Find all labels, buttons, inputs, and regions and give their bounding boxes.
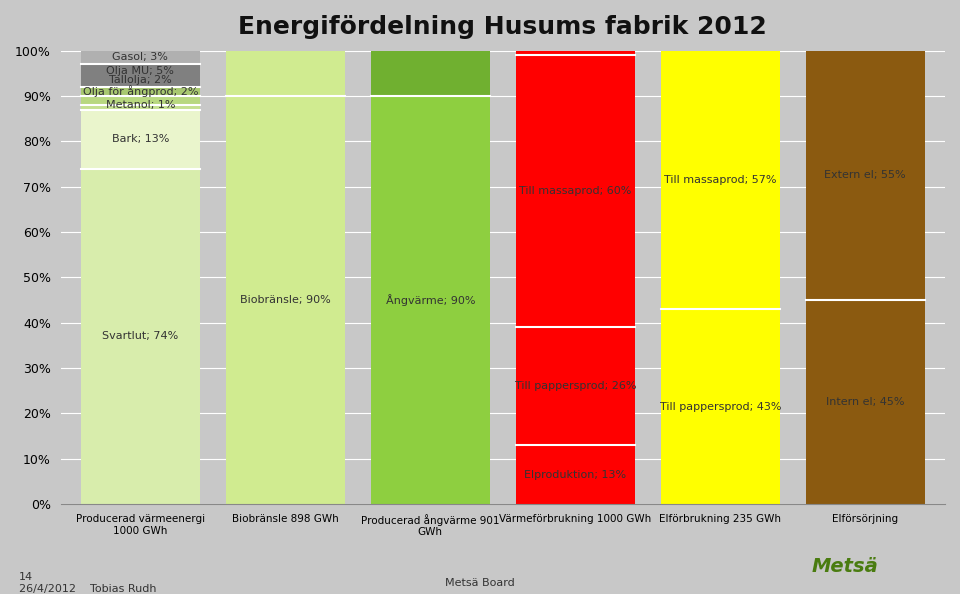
- Bar: [81, 64, 200, 87]
- Text: Ångvärme; 90%: Ångvärme; 90%: [386, 294, 475, 306]
- Title: Energifördelning Husums fabrik 2012: Energifördelning Husums fabrik 2012: [238, 15, 767, 39]
- Text: Metanol; 1%: Metanol; 1%: [106, 100, 175, 110]
- Text: Biobränsle; 90%: Biobränsle; 90%: [240, 295, 330, 305]
- Text: Olja för ångprod; 2%: Olja för ångprod; 2%: [83, 86, 198, 97]
- Bar: [81, 87, 200, 96]
- Text: Elproduktion; 13%: Elproduktion; 13%: [524, 470, 626, 480]
- Text: Metsä: Metsä: [811, 557, 878, 576]
- Text: Intern el; 45%: Intern el; 45%: [826, 397, 904, 407]
- Bar: [226, 50, 345, 96]
- Text: Extern el; 55%: Extern el; 55%: [825, 170, 906, 181]
- Text: Olja MU; 5%: Olja MU; 5%: [107, 66, 175, 76]
- Text: Till massaprod; 57%: Till massaprod; 57%: [664, 175, 777, 185]
- Text: Tallolja; 2%: Tallolja; 2%: [109, 75, 172, 85]
- Text: 26/4/2012    Tobias Rudh: 26/4/2012 Tobias Rudh: [19, 584, 156, 594]
- Text: Till pappersprod; 26%: Till pappersprod; 26%: [515, 381, 636, 391]
- Bar: [516, 327, 635, 446]
- Bar: [81, 110, 200, 169]
- Text: Svartlut; 74%: Svartlut; 74%: [102, 331, 179, 342]
- Bar: [516, 446, 635, 504]
- Bar: [805, 50, 924, 300]
- Bar: [81, 105, 200, 110]
- Text: Metsä Board: Metsä Board: [445, 578, 515, 588]
- Bar: [226, 96, 345, 504]
- Bar: [81, 50, 200, 64]
- Text: Gasol; 3%: Gasol; 3%: [112, 52, 168, 62]
- Bar: [81, 96, 200, 105]
- Bar: [516, 50, 635, 55]
- Bar: [660, 50, 780, 309]
- Bar: [371, 96, 490, 504]
- Text: Till pappersprod; 43%: Till pappersprod; 43%: [660, 402, 781, 412]
- Text: 14: 14: [19, 572, 34, 582]
- Bar: [805, 300, 924, 504]
- Text: Till massaprod; 60%: Till massaprod; 60%: [519, 187, 632, 196]
- Text: Bark; 13%: Bark; 13%: [111, 134, 169, 144]
- Bar: [371, 50, 490, 96]
- Bar: [660, 309, 780, 504]
- Bar: [81, 169, 200, 504]
- Bar: [516, 55, 635, 327]
